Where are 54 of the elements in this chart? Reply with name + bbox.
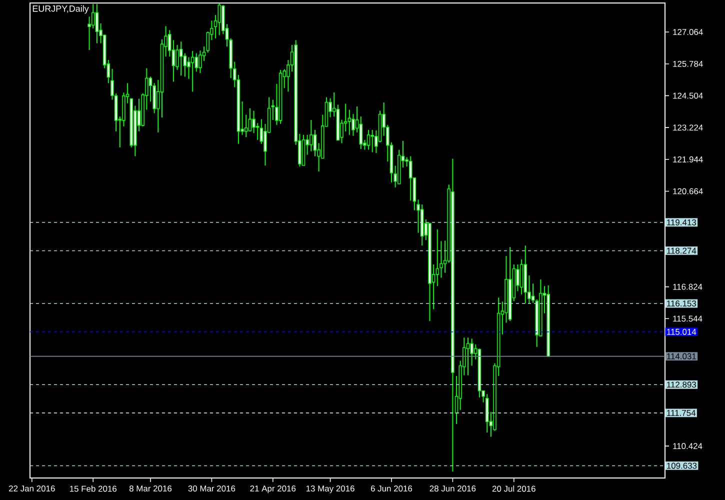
candlestick — [278, 69, 282, 124]
ref-line-label: 118.274 — [667, 248, 696, 254]
candlestick — [436, 228, 440, 287]
ref-line-label: 114.031 — [667, 353, 696, 360]
x-tick-label: 13 May 2016 — [306, 486, 354, 494]
y-tick-label: 123.224 — [673, 124, 703, 131]
candlestick — [478, 348, 482, 398]
candlestick — [179, 41, 183, 76]
x-tick-label: 30 Mar 2016 — [188, 486, 236, 492]
candlestick — [546, 284, 550, 357]
y-tick-label: 127.064 — [673, 29, 703, 35]
ref-line-label: 116.153 — [667, 300, 696, 306]
candlestick — [520, 259, 524, 295]
candlestick — [198, 50, 202, 74]
candlestick — [508, 246, 512, 322]
x-tick-label: 6 Jun 2016 — [370, 486, 412, 492]
x-tick-label: 8 Mar 2016 — [129, 486, 172, 492]
candlestick — [466, 337, 470, 376]
ref-line-label: 111.754 — [667, 410, 696, 416]
candlestick — [313, 129, 317, 157]
candlestick — [194, 52, 198, 72]
y-tick-label: 124.504 — [673, 92, 703, 99]
y-tick-label: 121.944 — [673, 156, 703, 162]
y-tick-label: 115.544 — [673, 316, 702, 322]
candlestick — [359, 116, 363, 150]
ref-line-label: 109.633 — [667, 462, 697, 469]
x-tick-label: 20 Jul 2016 — [492, 486, 536, 492]
ref-line-label: 119.413 — [667, 219, 696, 226]
candlestick — [428, 223, 432, 322]
candlestick — [336, 104, 340, 140]
candlestick — [366, 129, 370, 150]
candlestick — [183, 52, 187, 78]
x-tick-label: 21 Apr 2016 — [250, 486, 296, 494]
candlestick — [486, 394, 489, 433]
x-tick-label: 28 Jun 2016 — [430, 486, 476, 492]
ref-line-label: 112.893 — [667, 382, 696, 388]
candlestick — [218, 2, 221, 36]
candlestick — [451, 158, 454, 472]
candlestick — [370, 129, 374, 153]
y-tick-label: 120.664 — [673, 188, 703, 194]
y-tick-label: 125.784 — [673, 60, 703, 67]
candlestick — [302, 134, 306, 166]
y-tick-label: 116.824 — [673, 284, 702, 290]
candlestick — [248, 108, 252, 132]
candlestick — [348, 109, 352, 136]
y-tick-label: 110.424 — [673, 443, 702, 450]
candlestick — [160, 38, 164, 118]
candlestick — [409, 156, 412, 202]
x-tick-label: 22 Jan 2016 — [9, 486, 55, 492]
candlestick — [524, 245, 528, 304]
x-tick-label: 15 Feb 2016 — [70, 486, 117, 492]
candlestick — [378, 110, 382, 143]
ref-line-label: 115.014 — [667, 328, 696, 335]
chart-title: EURJPY,Daily — [32, 5, 89, 14]
